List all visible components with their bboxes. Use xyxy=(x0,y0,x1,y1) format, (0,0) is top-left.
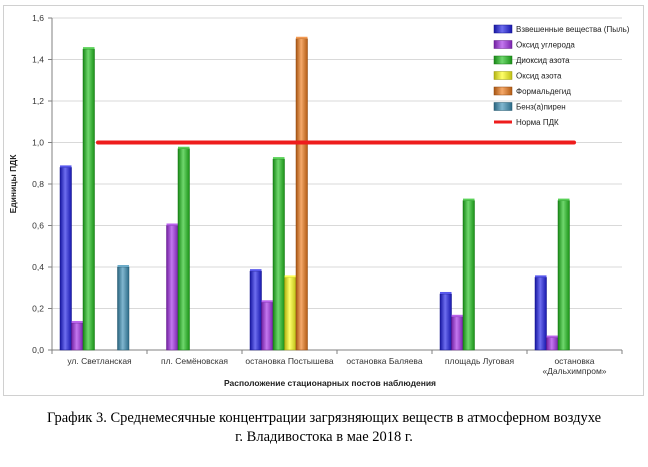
y-tick-label: 1,6 xyxy=(32,13,44,23)
legend-label: Взвешенные вещества (Пыль) xyxy=(516,25,630,34)
bar xyxy=(82,48,95,351)
legend: Взвешенные вещества (Пыль) Оксид углерода… xyxy=(493,24,630,127)
bar-cap xyxy=(546,335,558,338)
bar-cap xyxy=(463,198,475,201)
legend-label: Диоксид азота xyxy=(516,56,570,65)
x-tick-label: остановка Постышева xyxy=(245,356,333,366)
chart: 0,0 0,2 0,4 0,6 0,8 1,0 1,2 1,4 1,6 ул. Светланск… xyxy=(3,5,644,396)
bar xyxy=(249,270,262,351)
legend-label: Формальдегид xyxy=(516,87,571,96)
bar xyxy=(71,322,84,351)
bar-cap xyxy=(558,198,570,201)
bar xyxy=(546,337,559,351)
legend-swatch xyxy=(493,86,513,96)
bar xyxy=(272,158,285,351)
legend-swatch xyxy=(493,24,513,34)
x-tick-label: площадь Луговая xyxy=(445,356,515,366)
bar-cap xyxy=(250,269,262,272)
axis-layer xyxy=(48,17,623,354)
bar xyxy=(462,200,475,351)
bar xyxy=(117,266,130,351)
legend-label: Оксид углерода xyxy=(516,41,575,50)
x-axis-title: Расположение стационарных постов наблюде… xyxy=(224,378,436,388)
bar-cap xyxy=(166,223,178,226)
legend-swatch xyxy=(493,102,513,111)
bar xyxy=(261,302,274,351)
chart-frame: 0,0 0,2 0,4 0,6 0,8 1,0 1,2 1,4 1,6 ул. Светланск… xyxy=(3,5,644,396)
bar-cap xyxy=(440,291,452,294)
bar xyxy=(295,38,308,351)
bar-cap xyxy=(178,146,190,149)
legend-label: Оксид азота xyxy=(516,72,562,81)
bar xyxy=(284,277,297,351)
x-tick-label: остановка Баляева xyxy=(346,356,422,366)
x-tick-label: ул. Светланская xyxy=(67,356,132,366)
bar xyxy=(557,200,570,351)
legend-swatch xyxy=(493,71,513,80)
legend-swatch xyxy=(493,40,513,49)
bar xyxy=(166,225,179,351)
bar-cap xyxy=(117,265,129,267)
bar-cap xyxy=(535,275,547,278)
legend-swatch xyxy=(493,55,513,65)
bar xyxy=(451,316,464,351)
x-tick-label: пл. Семёновская xyxy=(161,356,228,366)
y-tick-label: 0,0 xyxy=(32,345,44,355)
bar-cap xyxy=(284,275,296,278)
bar-cap xyxy=(296,36,308,39)
y-tick-label: 1,2 xyxy=(32,96,44,106)
y-tick-label: 0,8 xyxy=(32,179,44,189)
y-tick-label: 0,6 xyxy=(32,221,44,231)
y-tick-label: 0,2 xyxy=(32,304,44,314)
legend-label: Норма ПДК xyxy=(516,118,559,127)
bar xyxy=(534,277,547,351)
label-layer: 0,0 0,2 0,4 0,6 0,8 1,0 1,2 1,4 1,6 ул. Светланск… xyxy=(8,13,607,388)
bar-layer xyxy=(59,36,570,351)
y-tick-label: 0,4 xyxy=(32,262,44,272)
x-tick-label: остановка «Дальхимпром» xyxy=(542,356,606,376)
bar-cap xyxy=(83,47,95,50)
caption-line-1: График 3. Среднемесячные концентрации за… xyxy=(46,410,602,426)
figure-caption: График 3. Среднемесячные концентрации за… xyxy=(0,409,648,447)
bar-cap xyxy=(71,321,83,324)
legend-label: Бенз(а)пирен xyxy=(516,103,566,112)
caption-line-2: г. Владивостока в мае 2018 г. xyxy=(235,429,413,445)
bar-cap xyxy=(451,314,463,317)
bar-cap xyxy=(273,157,285,160)
bar xyxy=(439,293,452,351)
bar-cap xyxy=(60,165,72,168)
bar xyxy=(177,148,190,351)
y-axis-title: Единицы ПДК xyxy=(8,154,18,214)
bar xyxy=(59,167,72,351)
y-tick-label: 1,0 xyxy=(32,138,44,148)
y-tick-label: 1,4 xyxy=(32,55,44,65)
bar-cap xyxy=(261,300,273,303)
